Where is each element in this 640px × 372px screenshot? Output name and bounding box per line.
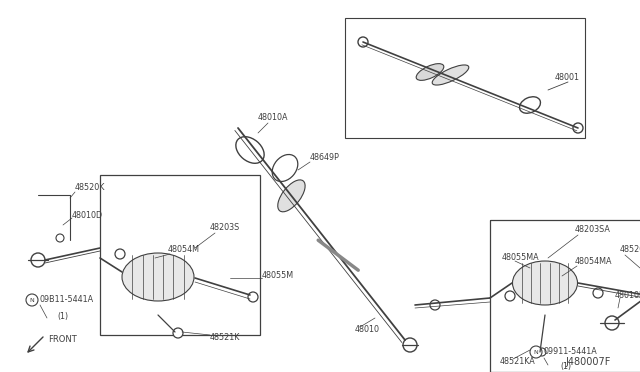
Circle shape	[26, 294, 38, 306]
Circle shape	[248, 292, 258, 302]
Text: 48054MA: 48054MA	[575, 257, 612, 266]
Circle shape	[530, 346, 542, 358]
Circle shape	[358, 37, 368, 47]
Ellipse shape	[272, 154, 298, 182]
Text: 48203S: 48203S	[210, 224, 240, 232]
Text: 48001: 48001	[555, 74, 580, 83]
Text: 48649P: 48649P	[310, 154, 340, 163]
Text: 48203SA: 48203SA	[575, 225, 611, 234]
Ellipse shape	[122, 253, 194, 301]
Ellipse shape	[236, 137, 264, 163]
Text: 48055M: 48055M	[262, 270, 294, 279]
Text: (1): (1)	[560, 362, 571, 372]
Text: (1): (1)	[57, 311, 68, 321]
Text: 48010: 48010	[355, 326, 380, 334]
Text: FRONT: FRONT	[48, 336, 77, 344]
Text: 48010D: 48010D	[72, 211, 103, 219]
Circle shape	[505, 291, 515, 301]
Text: J480007F: J480007F	[565, 357, 611, 367]
Ellipse shape	[278, 180, 305, 212]
Circle shape	[56, 234, 64, 242]
Bar	[100, 175, 260, 335]
Text: 48520KA: 48520KA	[620, 246, 640, 254]
Text: 09B11-5441A: 09B11-5441A	[40, 295, 94, 305]
Ellipse shape	[520, 97, 540, 113]
Circle shape	[605, 316, 619, 330]
Ellipse shape	[432, 65, 469, 85]
Circle shape	[430, 300, 440, 310]
Circle shape	[573, 123, 583, 133]
Text: 48010DA: 48010DA	[615, 291, 640, 299]
Ellipse shape	[513, 261, 577, 305]
Circle shape	[403, 338, 417, 352]
Text: 48010A: 48010A	[258, 113, 289, 122]
Text: 48054M: 48054M	[168, 246, 200, 254]
Circle shape	[173, 328, 183, 338]
Text: 09911-5441A: 09911-5441A	[544, 347, 598, 356]
Text: 48521K: 48521K	[210, 334, 241, 343]
Circle shape	[538, 348, 546, 356]
Text: N: N	[534, 350, 538, 355]
Text: N: N	[29, 298, 35, 302]
Bar	[345, 18, 585, 138]
Circle shape	[31, 253, 45, 267]
Text: 48520K: 48520K	[75, 183, 106, 192]
Ellipse shape	[416, 64, 444, 80]
Text: 48521KA: 48521KA	[500, 357, 536, 366]
Circle shape	[115, 249, 125, 259]
Circle shape	[593, 288, 603, 298]
Bar	[490, 220, 640, 372]
Text: 48055MA: 48055MA	[502, 253, 540, 262]
